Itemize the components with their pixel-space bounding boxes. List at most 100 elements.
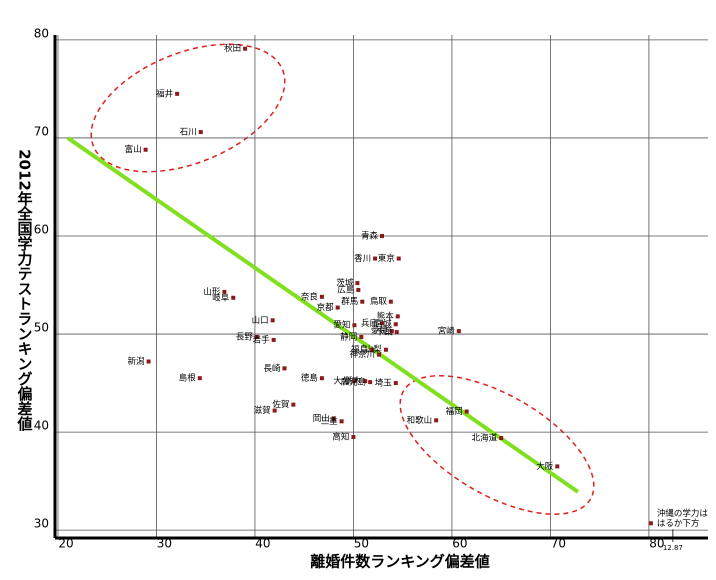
point-label: 山形	[203, 286, 221, 297]
point-label: 徳島	[301, 373, 319, 384]
point	[254, 334, 259, 339]
point	[393, 381, 398, 386]
y-tick-label: 60	[34, 223, 49, 237]
y-tick-label: 30	[34, 517, 49, 531]
point	[319, 376, 324, 381]
point-label: 熊本	[377, 311, 395, 322]
point-label: 長野	[236, 332, 254, 342]
point	[395, 314, 400, 319]
x-axis-label: 離婚件数ランキング偏差値	[310, 553, 490, 571]
highlight-ellipse	[90, 43, 286, 173]
point-label: 長崎	[263, 363, 281, 374]
point	[383, 347, 388, 352]
y-tick-label: 80	[34, 26, 49, 40]
point	[388, 299, 393, 304]
point	[379, 321, 384, 326]
point	[271, 337, 276, 342]
point	[146, 359, 151, 364]
point-label: 埼玉	[375, 378, 393, 389]
point-label: 愛媛	[371, 326, 389, 337]
point	[464, 409, 469, 414]
x-tick-label: 20	[58, 537, 73, 551]
point-label: 福井	[156, 88, 173, 99]
point-label: 香川	[354, 253, 371, 264]
point	[555, 464, 560, 469]
point-label: 岡山	[313, 413, 330, 424]
point-label: 広島	[337, 284, 355, 295]
point-label: 新潟	[128, 356, 146, 367]
point	[352, 379, 357, 384]
point-label: 秋田	[224, 43, 241, 54]
point	[352, 323, 357, 328]
highlight-ellipse	[399, 375, 595, 515]
point	[143, 147, 148, 152]
annotation: はるか下方	[657, 518, 700, 529]
point-label: 大分	[333, 376, 351, 387]
point	[356, 287, 361, 292]
trend-line	[66, 136, 580, 494]
point	[648, 521, 653, 526]
point	[197, 376, 202, 381]
point-label: 青森	[361, 231, 379, 242]
point	[231, 295, 236, 300]
point-label: 大阪	[536, 461, 554, 472]
point	[270, 318, 275, 323]
point-label: 群馬	[341, 296, 358, 307]
point	[396, 256, 401, 261]
point-label: 栃木	[344, 376, 362, 387]
point	[335, 305, 340, 310]
point-label: 佐賀	[272, 399, 290, 410]
point	[222, 289, 227, 294]
x-tick-label: 40	[255, 537, 270, 551]
point	[434, 418, 439, 423]
point	[373, 256, 378, 261]
ellipses	[90, 43, 595, 515]
annotation-value: 12.87	[663, 544, 683, 552]
point-label: 石川	[180, 128, 197, 138]
point	[243, 46, 248, 51]
point-label: 静岡	[340, 331, 357, 342]
point-label: 滋賀	[254, 405, 272, 416]
point	[389, 329, 394, 334]
point	[355, 281, 360, 286]
point	[175, 91, 180, 96]
point	[377, 352, 382, 357]
x-tick-label: 80	[649, 537, 664, 551]
point	[359, 334, 364, 339]
y-tick-label: 50	[34, 321, 49, 335]
point	[370, 347, 375, 352]
point	[379, 234, 384, 239]
point	[393, 322, 398, 327]
y-tick-label: 70	[34, 124, 49, 138]
point	[360, 299, 365, 304]
point-label: 岩手	[253, 334, 271, 345]
point-label: 東京	[378, 253, 395, 264]
point-label: 山口	[252, 315, 269, 326]
y-tick-label: 40	[34, 419, 49, 433]
point-label: 和歌山	[407, 415, 433, 426]
point-label: 奈良	[301, 291, 319, 302]
point	[339, 419, 344, 424]
point	[499, 435, 504, 440]
point-label: 宮崎	[438, 326, 456, 337]
point-label: 島根	[179, 373, 197, 384]
point-label: 愛知	[333, 320, 350, 331]
point-label: 鹿児島	[341, 377, 367, 388]
point-label: 岐阜	[212, 292, 230, 303]
point-label: 鳥取	[370, 296, 388, 307]
point-label: 千葉	[376, 327, 394, 338]
point	[351, 435, 356, 440]
point-label: 宮城	[375, 319, 393, 330]
point-label: 北海道	[472, 432, 498, 443]
point-label: 山梨	[365, 344, 383, 355]
point	[394, 330, 399, 335]
point-label: 兵庫	[361, 318, 379, 329]
point	[272, 408, 277, 413]
point	[319, 294, 324, 299]
point	[291, 402, 296, 407]
y-axis-label: 2012年全国学力テストランキング偏差値	[16, 149, 34, 432]
point	[456, 329, 461, 334]
point	[363, 379, 368, 384]
